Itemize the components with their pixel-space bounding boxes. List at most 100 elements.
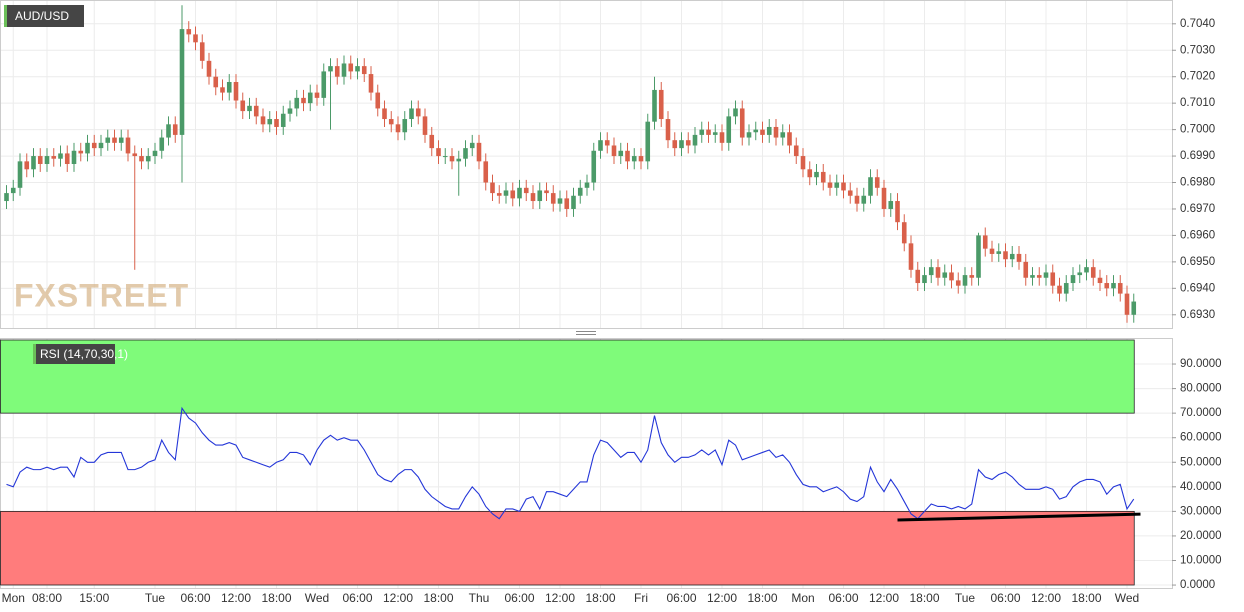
candle-body <box>915 269 921 284</box>
candle-body <box>503 190 509 196</box>
symbol-label: AUD/USD <box>15 9 69 23</box>
candle-body <box>402 119 408 133</box>
x-tick-label: 18:00 <box>747 591 777 605</box>
candle-body <box>253 105 259 117</box>
candle-body <box>766 126 772 135</box>
candle-body <box>726 116 732 143</box>
candle-body <box>226 82 232 93</box>
candle-body <box>598 140 603 151</box>
candle-body <box>935 267 941 278</box>
trend-line <box>897 512 1141 522</box>
candle-body <box>395 124 401 133</box>
candle-body <box>1009 253 1015 260</box>
candle-body <box>78 150 84 154</box>
x-tick-label: Fri <box>634 591 648 605</box>
candle-body <box>591 150 597 183</box>
y-tick-label: 50.0000 <box>1180 456 1222 468</box>
candle-body <box>348 63 354 72</box>
candle-body <box>1070 275 1076 284</box>
candle-body <box>577 187 583 196</box>
candle-body <box>10 187 16 194</box>
y-tick-label: 0.6990 <box>1180 150 1215 162</box>
y-tick-label: 0.6930 <box>1180 309 1215 321</box>
candle-body <box>1111 283 1116 289</box>
y-tick-label: 0.6940 <box>1180 282 1215 294</box>
rsi-label: RSI (14,70,30,1) <box>40 347 128 361</box>
candle-body <box>517 187 522 199</box>
x-tick-label: Thu <box>469 591 490 605</box>
candle-body <box>483 161 489 183</box>
x-tick-label: Mon <box>791 591 814 605</box>
candle-body <box>692 134 698 146</box>
candle-body <box>186 29 192 35</box>
x-tick-label: 18:00 <box>1071 591 1101 605</box>
candle-body <box>537 190 543 202</box>
candle-body <box>989 248 995 254</box>
candle-body <box>37 156 43 164</box>
rsi-line <box>6 406 1135 520</box>
candle-body <box>922 275 927 284</box>
candle-body <box>557 198 563 204</box>
candle-body <box>490 182 495 194</box>
candle-body <box>787 132 792 146</box>
y-tick-label: 0.7020 <box>1180 71 1215 83</box>
candle-body <box>881 187 887 209</box>
candle-body <box>166 124 171 138</box>
candle-body <box>571 195 576 209</box>
candle-body <box>449 156 455 162</box>
y-tick-label: 0.7030 <box>1180 44 1215 56</box>
candle-body <box>841 182 846 191</box>
candle-body <box>280 113 286 127</box>
candle-body <box>800 156 806 170</box>
candle-body <box>888 201 894 209</box>
x-tick-label: 18:00 <box>261 591 291 605</box>
candle-body <box>1131 301 1137 315</box>
candle-body <box>1030 275 1035 278</box>
candle-body <box>928 267 934 276</box>
x-tick-label: 12:00 <box>221 591 251 605</box>
x-tick-label: 06:00 <box>504 591 534 605</box>
watermark: FXSTREET <box>14 277 189 313</box>
candle-body <box>625 150 630 162</box>
candle-body <box>1117 283 1123 294</box>
x-tick-label: 12:00 <box>1031 591 1061 605</box>
candle-body <box>793 145 799 157</box>
candle-body <box>415 108 421 117</box>
x-tick-label: 18:00 <box>423 591 453 605</box>
candle-body <box>760 129 765 135</box>
candle-body <box>834 182 840 188</box>
candle-body <box>942 272 948 278</box>
candle-body <box>510 190 516 199</box>
candle-body <box>618 150 624 157</box>
candle-body <box>746 132 752 138</box>
x-tick-label: Mon <box>2 591 25 605</box>
candle-body <box>679 140 684 149</box>
candle-body <box>463 148 468 159</box>
y-tick-label: 0.6970 <box>1180 203 1215 215</box>
candle-body <box>739 108 745 138</box>
candle-body <box>98 142 104 149</box>
x-tick-label: 06:00 <box>342 591 372 605</box>
y-tick-label: 80.0000 <box>1180 383 1222 395</box>
candle-body <box>827 182 833 188</box>
x-tick-label: 06:00 <box>990 591 1020 605</box>
candle-body <box>341 63 347 77</box>
candle-body <box>233 82 239 101</box>
candle-body <box>496 193 502 196</box>
x-tick-label: 18:00 <box>909 591 939 605</box>
candle-body <box>469 142 475 149</box>
x-tick-label: Wed <box>1115 591 1139 605</box>
candle-body <box>159 137 165 151</box>
candle-body <box>476 142 482 162</box>
candle-body <box>442 156 448 158</box>
candle-body <box>91 142 97 149</box>
candle-body <box>199 42 205 61</box>
candle-body <box>544 190 549 194</box>
candle-body <box>631 156 637 162</box>
candle-body <box>645 121 651 162</box>
candle-body <box>901 222 907 244</box>
candle-body <box>321 71 327 98</box>
candle-body <box>172 124 178 135</box>
y-tick-label: 60.0000 <box>1180 432 1222 444</box>
